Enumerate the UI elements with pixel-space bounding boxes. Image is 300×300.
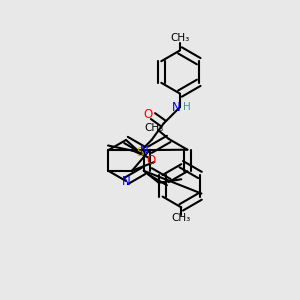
Text: O: O [147,154,156,167]
Text: S: S [136,146,143,159]
Text: CH₃: CH₃ [172,214,191,224]
Text: O: O [144,108,153,121]
Text: H: H [183,102,191,112]
Text: N: N [172,100,181,114]
Text: CH₃: CH₃ [145,123,164,134]
Text: CH₃: CH₃ [170,33,190,43]
Text: N: N [122,175,130,188]
Text: N: N [140,144,148,157]
